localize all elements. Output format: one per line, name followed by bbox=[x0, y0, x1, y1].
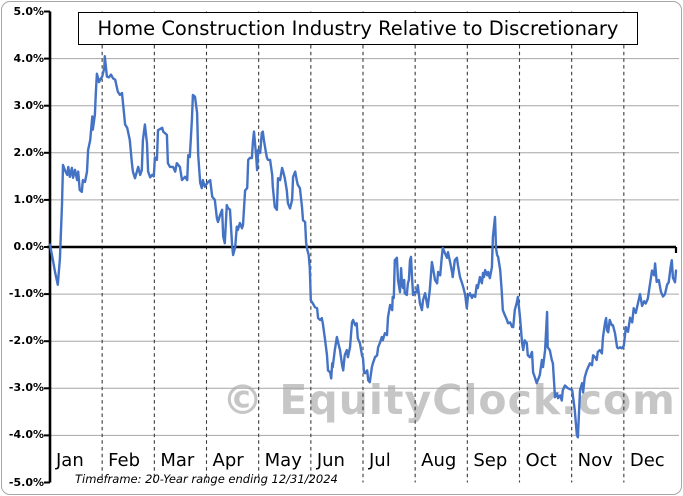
x-axis-label-oct: Oct bbox=[525, 450, 557, 471]
y-axis-label: 2.0% bbox=[13, 145, 44, 159]
x-axis-label-jul: Jul bbox=[369, 450, 391, 471]
x-axis-label-jun: Jun bbox=[316, 450, 345, 471]
y-axis-label: 5.0% bbox=[13, 4, 44, 18]
y-axis-label: 3.0% bbox=[13, 98, 44, 112]
y-axis-label: 0.0% bbox=[13, 240, 44, 253]
y-axis-label: -5.0% bbox=[8, 475, 44, 489]
y-axis-label: 1.0% bbox=[13, 192, 44, 206]
series-line-home-construction bbox=[48, 55, 678, 439]
y-axis-label: -1.0% bbox=[8, 287, 44, 301]
chart-title-box: Home Construction Industry Relative to D… bbox=[78, 12, 638, 45]
x-axis-label-feb: Feb bbox=[108, 450, 141, 471]
x-axis-label-dec: Dec bbox=[629, 450, 665, 471]
x-axis-label-aug: Aug bbox=[421, 450, 457, 471]
y-axis-label: -4.0% bbox=[8, 428, 44, 442]
x-axis-label-sep: Sep bbox=[473, 450, 508, 471]
x-axis-label-apr: Apr bbox=[212, 450, 244, 471]
timeframe-footnote: Timeframe: 20-Year range ending 12/31/20… bbox=[75, 472, 338, 486]
y-axis-label: -3.0% bbox=[8, 381, 44, 395]
chart-title: Home Construction Industry Relative to D… bbox=[97, 17, 619, 40]
x-axis-label-mar: Mar bbox=[160, 450, 195, 471]
x-axis-label-nov: Nov bbox=[577, 450, 613, 471]
x-axis-label-may: May bbox=[264, 450, 302, 471]
x-axis-label-jan: Jan bbox=[56, 450, 84, 471]
y-axis-label: -2.0% bbox=[8, 334, 44, 348]
watermark-text: © EquityClock.com bbox=[222, 376, 676, 424]
y-axis-label: 4.0% bbox=[13, 51, 44, 65]
